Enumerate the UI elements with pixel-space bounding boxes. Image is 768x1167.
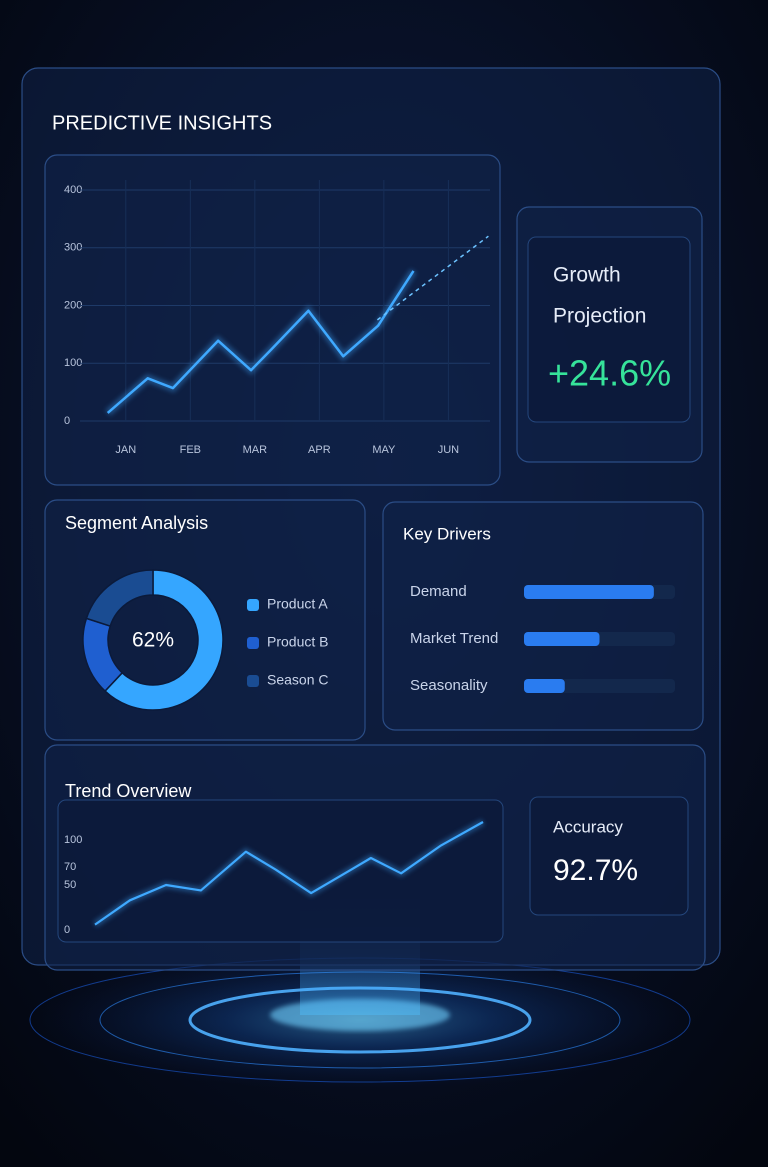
accuracy-label: Accuracy	[553, 817, 623, 836]
y-tick-label: 300	[64, 242, 82, 254]
donut-center-label: 62%	[132, 629, 174, 652]
x-tick-label: JAN	[115, 444, 136, 456]
donut-segment	[104, 569, 224, 711]
x-tick-label: MAY	[372, 444, 396, 456]
panel-title: Trend Overview	[65, 781, 192, 801]
bar	[524, 585, 654, 599]
legend-swatch	[247, 637, 259, 649]
x-tick-label: APR	[308, 444, 331, 456]
y-tick-label: 100	[64, 834, 82, 846]
bar	[524, 632, 600, 646]
legend-label: Product A	[267, 596, 328, 612]
line	[106, 270, 415, 414]
y-tick-label: 50	[64, 879, 76, 891]
accuracy-card	[529, 796, 689, 916]
y-tick-label: 200	[64, 299, 82, 311]
y-tick-label: 100	[64, 357, 82, 369]
growth-value: +24.6%	[548, 353, 671, 394]
line	[376, 235, 489, 321]
growth-card	[527, 236, 691, 423]
bar-label: Seasonality	[410, 677, 488, 694]
panel-title: Segment Analysis	[65, 513, 208, 533]
bar-label: Market Trend	[410, 630, 498, 647]
growth-label: Projection	[553, 305, 646, 328]
forecast-panel	[44, 154, 501, 486]
panel-title: Key Drivers	[403, 524, 491, 543]
x-tick-label: MAR	[243, 444, 268, 456]
page-title: PREDICTIVE INSIGHTS	[52, 112, 272, 134]
bar	[524, 679, 565, 693]
legend-swatch	[247, 675, 259, 687]
legend-label: Season C	[267, 672, 328, 688]
accuracy-value: 92.7%	[553, 854, 638, 887]
drivers-panel	[382, 501, 704, 731]
growth-label: Growth	[553, 264, 621, 287]
donut-segment	[85, 569, 154, 628]
bar-label: Demand	[410, 583, 467, 600]
y-tick-label: 70	[64, 861, 76, 873]
y-tick-label: 0	[64, 924, 70, 936]
legend-label: Product B	[267, 634, 328, 650]
y-tick-label: 400	[64, 184, 82, 196]
line	[94, 821, 484, 926]
legend-swatch	[247, 599, 259, 611]
x-tick-label: FEB	[180, 444, 201, 456]
y-tick-label: 0	[64, 415, 70, 427]
x-tick-label: JUN	[438, 444, 459, 456]
